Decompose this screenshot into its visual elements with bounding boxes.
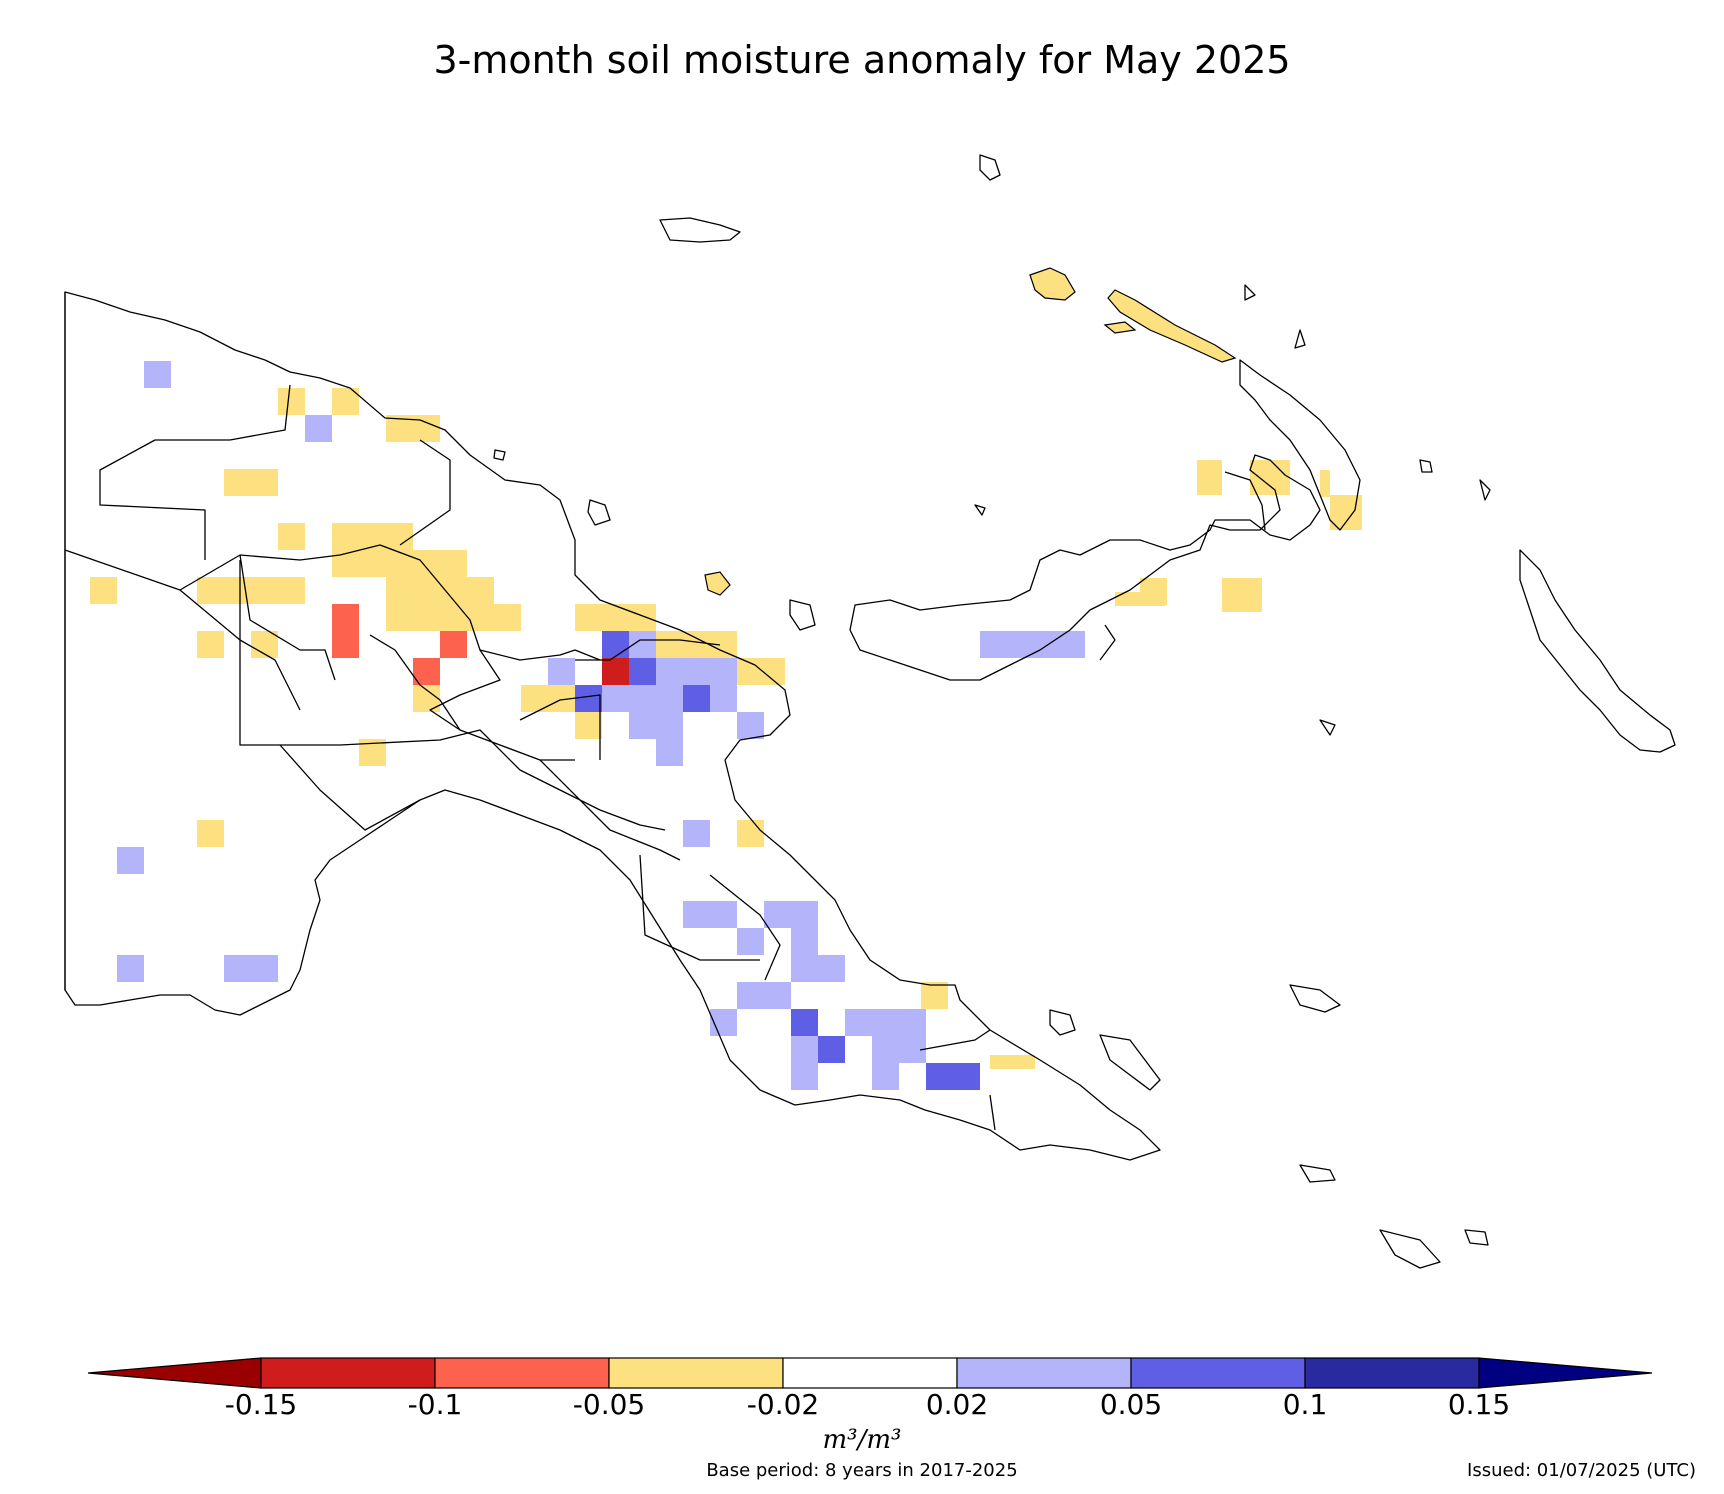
anomaly-cell [278,388,305,415]
anomaly-cell [737,928,764,955]
anomaly-cell [386,577,494,604]
colorbar-tick: 0.02 [925,1388,989,1421]
colorbar-segment [1304,1357,1480,1389]
anomaly-cell [1222,578,1262,612]
anomaly-cell [521,685,575,712]
anomaly-cell [791,1009,818,1036]
anomaly-cell [332,550,467,577]
anomaly-cell [791,928,818,955]
anomaly-cell [305,415,332,442]
anomaly-cell [1250,460,1290,495]
colorbar-tick: -0.05 [572,1388,646,1421]
anomaly-cell [683,820,710,847]
colorbar-tick: -0.02 [746,1388,820,1421]
anomaly-cell [197,577,305,604]
anomaly-cell [224,469,278,496]
anomaly-cell [656,658,737,685]
colorbar-tick: -0.1 [407,1388,463,1421]
colorbar-tick: 0.1 [1282,1388,1328,1421]
anomaly-cell [737,658,785,685]
colorbar-units: m³/m³ [822,1425,902,1455]
anomaly-cell [332,523,413,550]
anomaly-cell [737,820,764,847]
papua-new-guinea-map [64,154,1676,1269]
colorbar-tick: 0.15 [1447,1388,1511,1421]
anomaly-cell [224,955,278,982]
anomaly-cell [548,658,575,685]
anomaly-cell [710,685,737,712]
issued-date: Issued: 01/07/2025 (UTC) [1467,1460,1696,1481]
anomaly-cell [791,1063,818,1090]
anomaly-cell [1115,592,1165,606]
anomaly-cell [602,685,629,712]
anomaly-cell [818,1036,845,1063]
colorbar-segment [1130,1357,1306,1389]
anomaly-cell [602,658,629,685]
anomaly-cell [656,739,683,766]
anomaly-cell [386,604,521,631]
anomaly-cell [683,901,737,928]
colorbar-segment [782,1357,958,1389]
anomaly-cell [926,1063,980,1090]
anomaly-cell [332,604,359,658]
anomaly-cell [1320,470,1330,497]
colorbar-extend-max [1478,1357,1653,1389]
colorbar-extend-min [87,1357,262,1389]
anomaly-cell [197,631,224,658]
anomaly-cells [90,267,1362,1090]
colorbar-tick: -0.15 [224,1388,298,1421]
colorbar-segment [260,1357,436,1389]
mainland-outline [64,291,1161,1161]
anomaly-cell [575,685,602,712]
anomaly-cell [872,1036,926,1063]
anomaly-cell [629,658,656,685]
base-period-note: Base period: 8 years in 2017-2025 [706,1460,1018,1481]
new-ireland-outline [1239,359,1361,531]
anomaly-cell [845,1009,926,1036]
anomaly-cell [737,712,764,739]
anomaly-cell [921,982,948,1009]
anomaly-cell [117,847,144,874]
anomaly-cell [990,1055,1035,1069]
anomaly-cell [764,901,818,928]
anomaly-cell [90,577,117,604]
anomaly-cell [575,604,656,631]
colorbar-tick: 0.05 [1099,1388,1163,1421]
anomaly-cell [440,631,467,658]
anomaly-cell [602,631,629,658]
anomaly-cell [144,361,171,388]
anomaly-cell [629,712,683,739]
anomaly-cell [872,1063,899,1090]
anomaly-cell [575,712,602,739]
map-title: 3-month soil moisture anomaly for May 20… [433,38,1291,82]
colorbar-segment [608,1357,784,1389]
anomaly-cell [683,685,710,712]
anomaly-cell [629,685,683,712]
bougainville-outline [1519,549,1676,753]
anomaly-cell [117,955,144,982]
anomaly-cell [737,982,764,1009]
anomaly-cell [197,820,224,847]
anomaly-cell [1197,460,1222,495]
anomaly-cell [278,523,305,550]
anomaly-cell [791,955,845,982]
colorbar-segment [434,1357,610,1389]
colorbar-segment [956,1357,1132,1389]
anomaly-cell [764,982,791,1009]
new-britain-outline [849,454,1321,681]
anomaly-cell [791,1036,818,1063]
